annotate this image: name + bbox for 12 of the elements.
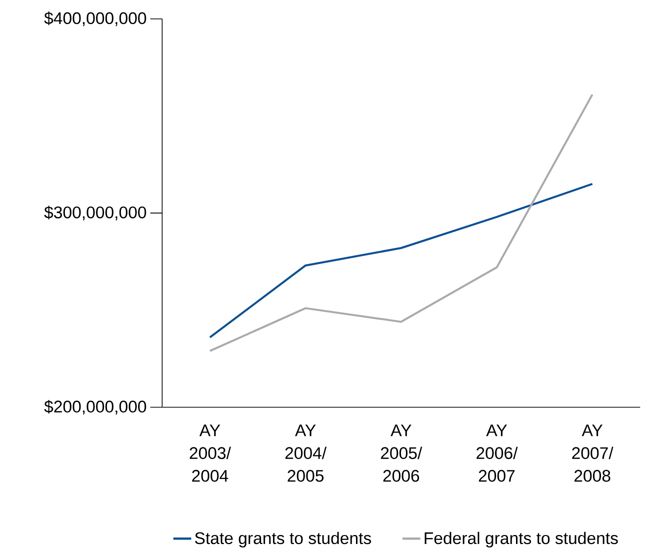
line-series [208, 182, 594, 338]
y-tick-label: $200,000,000 [44, 400, 146, 414]
x-tick-label: AY 2006/ 2007 [476, 424, 518, 482]
line-series [208, 93, 594, 352]
x-tick-label: AY 2007/ 2008 [572, 424, 614, 482]
y-tick-label: $400,000,000 [44, 11, 146, 26]
x-tick-label: AY 2004/ 2005 [285, 424, 327, 482]
legend-label: Federal grants to students [424, 532, 618, 548]
legend-label: State grants to students [195, 532, 372, 548]
y-tick-label: $300,000,000 [44, 206, 146, 220]
x-tick-label: AY 2005/ 2006 [380, 424, 422, 482]
x-tick-label: AY 2003/ 2004 [190, 424, 231, 482]
